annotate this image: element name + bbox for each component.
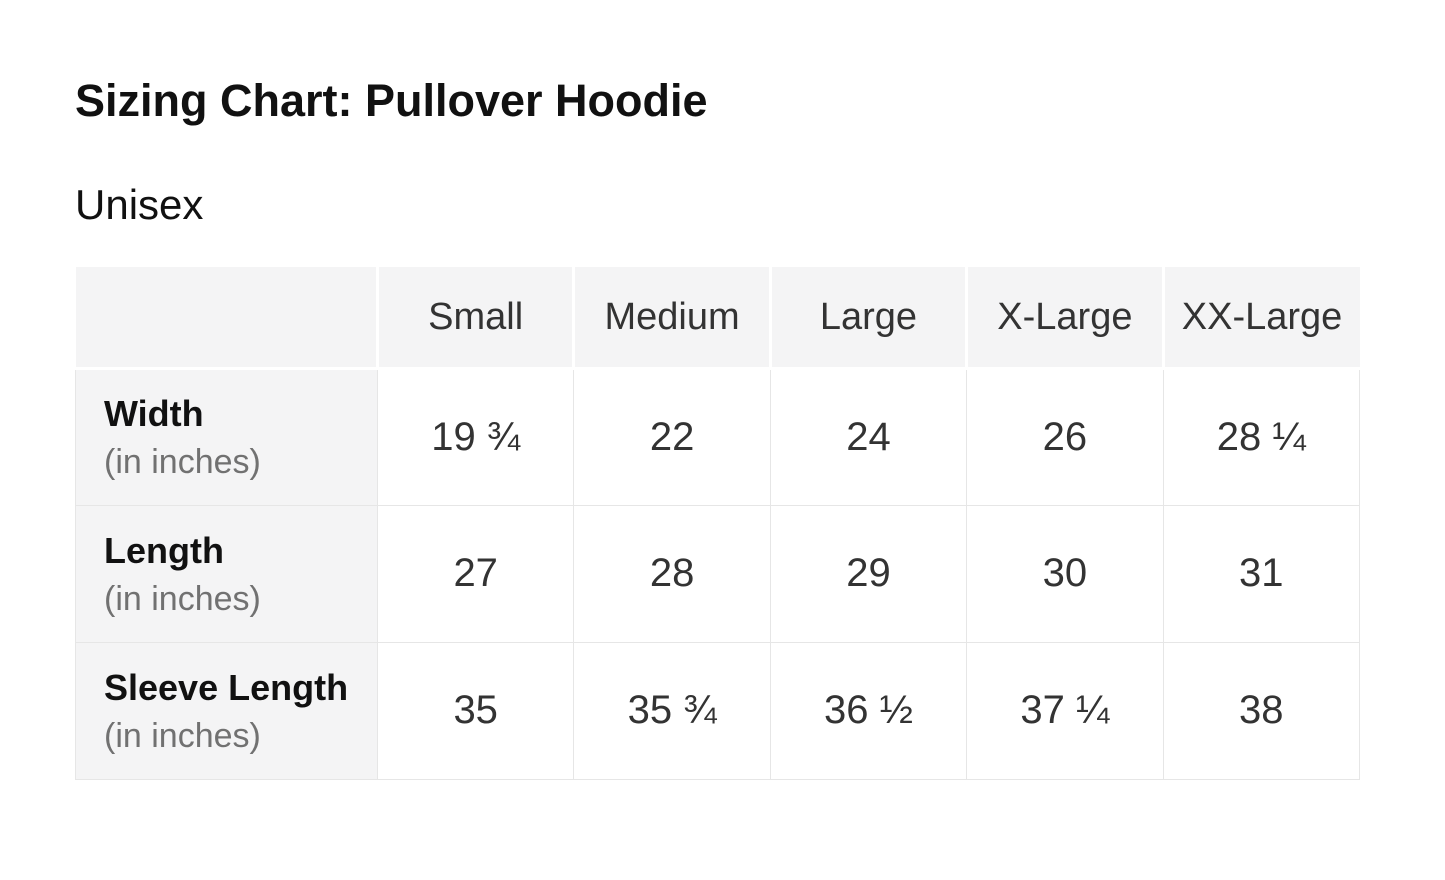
header-row: Small Medium Large X-Large XX-Large — [75, 267, 1360, 370]
size-value-cell: 28 — [573, 504, 771, 643]
row-label: Sleeve Length — [104, 666, 349, 708]
size-value-cell: 22 — [573, 367, 771, 506]
row-unit: (in inches) — [104, 443, 261, 482]
column-header-medium: Medium — [573, 267, 772, 370]
page-title: Sizing Chart: Pullover Hoodie — [75, 75, 708, 126]
size-value-cell: 24 — [769, 367, 968, 506]
table-row-width: Width (in inches) 19 ¾ 22 24 26 28 ¼ — [75, 367, 1361, 506]
row-unit: (in inches) — [104, 716, 261, 755]
row-header-sleeve-length: Sleeve Length (in inches) — [75, 641, 378, 780]
sizing-table-header: Small Medium Large X-Large XX-Large — [75, 267, 1360, 370]
size-value-cell: 26 — [966, 367, 1164, 506]
row-label: Length — [104, 529, 224, 571]
row-label: Width — [104, 393, 204, 435]
size-value-cell: 29 — [769, 504, 968, 643]
size-value-cell: 37 ¼ — [966, 641, 1164, 780]
column-header-xx-large: XX-Large — [1163, 267, 1360, 370]
size-value-cell: 35 ¾ — [573, 641, 771, 780]
row-header-length: Length (in inches) — [75, 504, 378, 643]
page-content: Sizing Chart: Pullover Hoodie Unisex Sma… — [75, 75, 1361, 780]
table-row-sleeve-length: Sleeve Length (in inches) 35 35 ¾ 36 ½ 3… — [75, 641, 1361, 780]
sizing-table-body: Width (in inches) 19 ¾ 22 24 26 28 ¼ Len… — [75, 367, 1361, 780]
column-header-large: Large — [770, 267, 969, 370]
gender-subtitle: Unisex — [75, 181, 204, 228]
row-header-width: Width (in inches) — [75, 367, 378, 506]
sizing-table: Small Medium Large X-Large XX-Large Widt… — [75, 267, 1361, 780]
size-value-cell: 38 — [1162, 641, 1361, 780]
column-header-blank — [75, 267, 379, 370]
size-value-cell: 27 — [376, 504, 575, 643]
size-value-cell: 35 — [376, 641, 575, 780]
size-value-cell: 28 ¼ — [1162, 367, 1361, 506]
size-value-cell: 19 ¾ — [376, 367, 575, 506]
size-value-cell: 30 — [966, 504, 1164, 643]
column-header-x-large: X-Large — [966, 267, 1165, 370]
column-header-small: Small — [377, 267, 576, 370]
row-unit: (in inches) — [104, 579, 261, 618]
size-value-cell: 36 ½ — [769, 641, 968, 780]
table-row-length: Length (in inches) 27 28 29 30 31 — [75, 504, 1361, 643]
size-value-cell: 31 — [1162, 504, 1361, 643]
